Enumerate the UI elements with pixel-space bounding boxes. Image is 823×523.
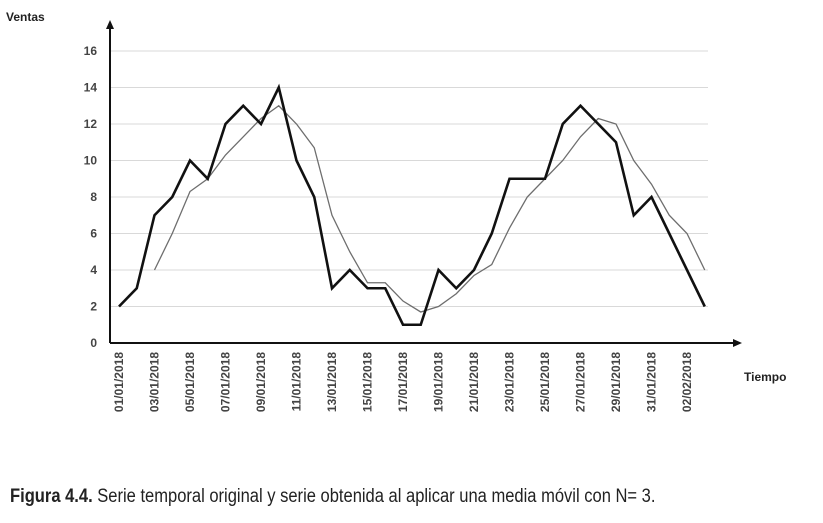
series-line-original <box>118 83 706 327</box>
x-tick-label: 19/01/2018 <box>432 352 446 412</box>
x-tick-label: 09/01/2018 <box>254 352 268 412</box>
figure-caption: Figura 4.4. Serie temporal original y se… <box>10 486 655 508</box>
x-tick-label: 03/01/2018 <box>148 352 162 412</box>
x-tick-label: 31/01/2018 <box>645 352 659 412</box>
x-tick-label: 15/01/2018 <box>361 352 375 412</box>
x-tick-labels: 01/01/2018 03/01/2018 05/01/2018 07/01/2018… <box>112 352 694 412</box>
x-axis-title: Tiempo <box>744 370 786 384</box>
x-tick-label: 07/01/2018 <box>219 352 233 412</box>
x-tick-label: 27/01/2018 <box>574 352 588 412</box>
y-tick-label: 0 <box>90 336 97 350</box>
y-tick-label: 8 <box>90 190 97 204</box>
y-tick-label: 4 <box>90 263 97 277</box>
y-tick-label: 14 <box>84 81 98 95</box>
y-axis-title: Ventas <box>6 10 45 24</box>
x-tick-label: 23/01/2018 <box>503 352 517 412</box>
x-tick-label: 13/01/2018 <box>325 352 339 412</box>
y-axis-arrow <box>106 20 114 29</box>
grid-lines <box>110 50 708 307</box>
y-tick-label: 10 <box>84 154 98 168</box>
y-tick-label: 2 <box>90 300 97 314</box>
series-lines <box>118 83 706 327</box>
caption-text: Serie temporal original y serie obtenida… <box>92 486 656 507</box>
x-tick-label: 21/01/2018 <box>467 352 481 412</box>
x-tick-label: 25/01/2018 <box>538 352 552 412</box>
caption-label: Figura 4.4. <box>10 486 93 507</box>
y-tick-label: 6 <box>90 227 97 241</box>
series-line-moving-average <box>153 104 706 313</box>
x-tick-label: 01/01/2018 <box>112 352 126 412</box>
y-tick-labels: 0 2 4 6 8 10 12 14 16 <box>84 44 98 350</box>
x-tick-label: 11/01/2018 <box>290 352 304 412</box>
y-tick-label: 16 <box>84 44 98 58</box>
x-axis-arrow <box>733 339 742 347</box>
axes <box>106 20 742 347</box>
line-chart: 0 2 4 6 8 10 12 14 16 01/01/2018 03/01/2018 05/01/… <box>6 10 786 412</box>
y-tick-label: 12 <box>84 117 98 131</box>
x-tick-label: 05/01/2018 <box>183 352 197 412</box>
x-tick-label: 29/01/2018 <box>609 352 623 412</box>
x-tick-label: 02/02/2018 <box>680 352 694 412</box>
x-tick-label: 17/01/2018 <box>396 352 410 412</box>
